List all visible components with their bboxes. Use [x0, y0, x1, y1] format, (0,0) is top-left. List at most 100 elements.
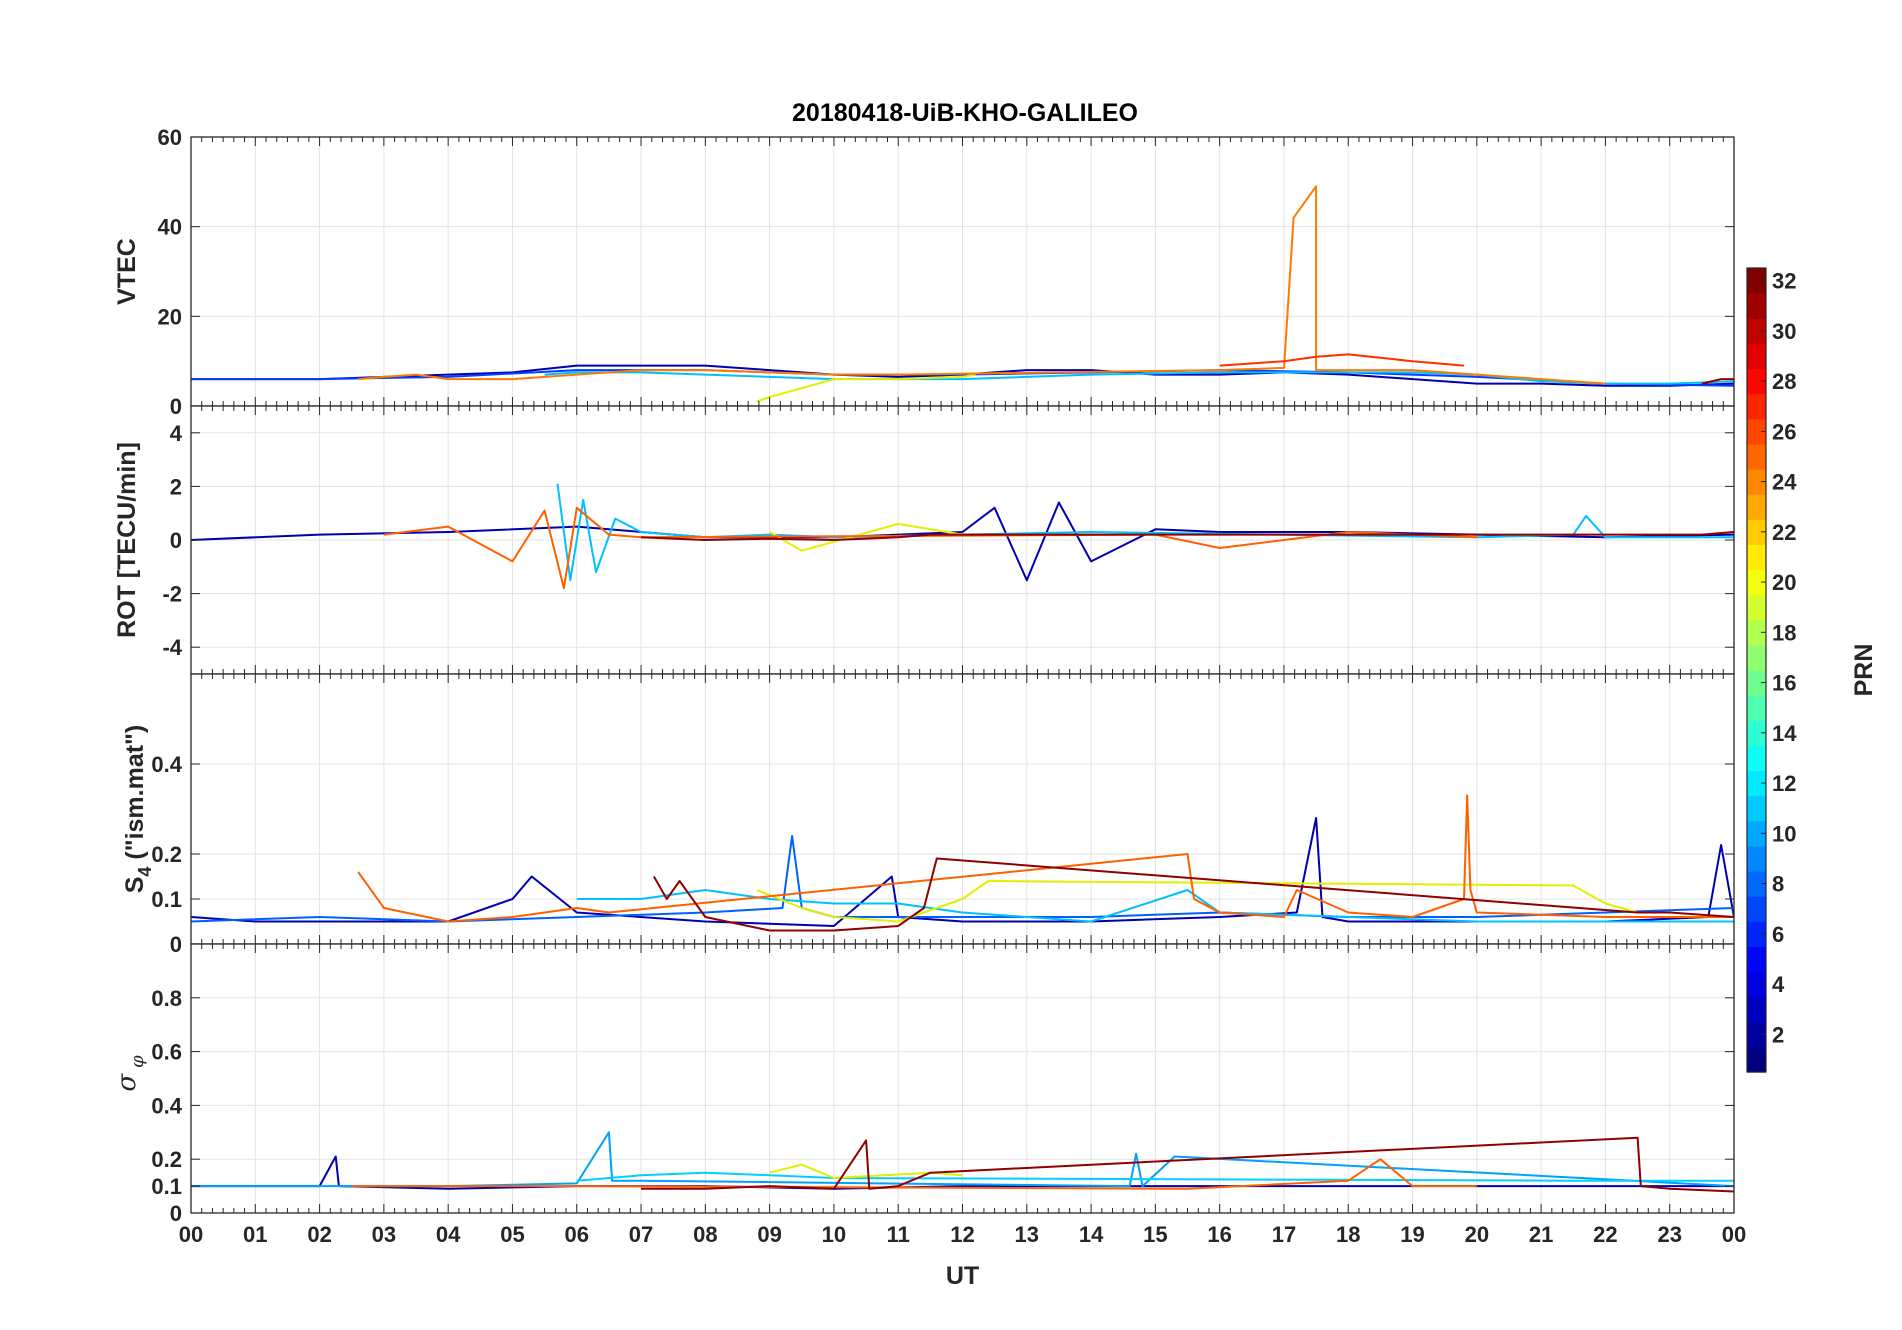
- colorbar-tick-label: 28: [1772, 369, 1796, 394]
- y-tick-label: 0.1: [151, 1174, 182, 1199]
- colorbar-segment: [1747, 594, 1766, 621]
- y-tick-label: 60: [158, 125, 182, 150]
- colorbar-tick-label: 18: [1772, 620, 1796, 645]
- colorbar-tick-label: 20: [1772, 570, 1796, 595]
- colorbar-segment: [1747, 293, 1766, 319]
- colorbar-tick-label: 22: [1772, 520, 1796, 545]
- panel-rot: -4 -2 0 2 4 ROT [TECU/min]: [113, 405, 1735, 675]
- colorbar-segment: [1747, 896, 1766, 922]
- x-tick-label: 00: [1722, 1222, 1746, 1247]
- colorbar-segment: [1747, 871, 1766, 897]
- x-tick-label: 02: [307, 1222, 331, 1247]
- x-tick-label: 15: [1143, 1222, 1167, 1247]
- y-tick-label: 0.4: [151, 752, 182, 777]
- colorbar-segment: [1747, 720, 1766, 746]
- colorbar-segment: [1747, 670, 1766, 696]
- x-tick-label: 05: [500, 1222, 524, 1247]
- colorbar-segment: [1747, 1021, 1766, 1048]
- series-line-prn-24: [383, 506, 1477, 590]
- colorbar-tick-label: 6: [1772, 922, 1784, 947]
- x-tick-label: 00: [179, 1222, 203, 1247]
- y-tick-label: 40: [158, 215, 182, 240]
- x-tick-label: 01: [243, 1222, 267, 1247]
- colorbar-frame: [1746, 267, 1767, 1073]
- x-tick-label: 09: [757, 1222, 781, 1247]
- colorbar-segment: [1747, 921, 1766, 947]
- colorbar-segment: [1747, 619, 1766, 646]
- x-tick-label: 22: [1593, 1222, 1617, 1247]
- y-tick-label: 4: [170, 421, 183, 446]
- y-tick-label: 2: [170, 474, 182, 499]
- y-axis-label: VTEC: [113, 238, 141, 305]
- panel-s4: 0 0.1 0.2 0.4S4 ("ism.mat"): [121, 673, 1735, 957]
- panel-sigma_phi: 00.10.2 0.4 0.6 0.8 σφ: [112, 943, 1735, 1226]
- colorbar-segment: [1747, 443, 1766, 470]
- x-tick-label: 03: [372, 1222, 396, 1247]
- x-tick-label: 06: [565, 1222, 589, 1247]
- colorbar-segment: [1747, 695, 1766, 721]
- colorbar-segment: [1747, 519, 1766, 545]
- colorbar-segment: [1747, 745, 1766, 772]
- x-tick-label: 07: [629, 1222, 653, 1247]
- y-tick-label: 0.1: [151, 887, 182, 912]
- colorbar-segment: [1747, 971, 1766, 998]
- y-tick-label: 0.6: [151, 1040, 182, 1065]
- x-tick-label: 11: [887, 1222, 910, 1247]
- x-tick-label: 13: [1015, 1222, 1039, 1247]
- panel-vtec: 0 20 40 60 VTEC: [113, 125, 1735, 419]
- series-line-prn-31: [653, 857, 1734, 932]
- y-tick-label: -4: [162, 635, 182, 660]
- colorbar-segment: [1747, 368, 1766, 395]
- series-line-prn-31: [1701, 378, 1734, 385]
- series-line-prn-20: [769, 522, 963, 552]
- series-line-prn-31: [640, 531, 1734, 541]
- series-line-prn-20: [756, 880, 1638, 923]
- series-line-prn-11: [576, 889, 1734, 923]
- axes-frame: [190, 943, 1735, 1214]
- colorbar-segment: [1747, 644, 1766, 671]
- x-tick-label: 10: [822, 1222, 846, 1247]
- y-tick-label: 0.8: [151, 986, 182, 1011]
- colorbar-segment: [1747, 544, 1766, 571]
- colorbar-segment: [1747, 996, 1766, 1023]
- colorbar-segment: [1747, 393, 1766, 420]
- y-tick-label: 0: [170, 528, 182, 553]
- series-group: [191, 794, 1734, 932]
- colorbar-tick-label: 14: [1772, 721, 1797, 746]
- y-tick-label: 0: [170, 1201, 182, 1226]
- series-line-prn-20: [769, 1163, 963, 1179]
- series-line-prn-24: [351, 1158, 1477, 1190]
- x-tick-label: 20: [1465, 1222, 1489, 1247]
- series-line-prn-24: [357, 794, 1734, 923]
- x-tick-label: 18: [1336, 1222, 1360, 1247]
- y-tick-label: 0.2: [151, 1147, 182, 1172]
- x-axis-label: UT: [946, 1262, 979, 1290]
- colorbar-segment: [1747, 1046, 1766, 1073]
- x-tick-label: 04: [436, 1222, 461, 1247]
- series-line-prn-11: [576, 1171, 1734, 1182]
- y-axis-label: σφ: [112, 1055, 148, 1092]
- colorbar-segment: [1747, 343, 1766, 370]
- series-group: [191, 1131, 1734, 1193]
- colorbar-segment: [1747, 845, 1766, 872]
- colorbar-segment: [1747, 494, 1766, 520]
- y-tick-label: 0.4: [151, 1093, 182, 1118]
- y-tick-label: 0.2: [151, 842, 182, 867]
- x-tick-label: 23: [1657, 1222, 1681, 1247]
- y-tick-label: 20: [158, 304, 182, 329]
- colorbar-segment: [1747, 418, 1766, 445]
- y-axis-label: S4 ("ism.mat"): [121, 725, 155, 894]
- colorbar-segment: [1747, 469, 1766, 495]
- colorbar-tick-label: 26: [1772, 419, 1796, 444]
- y-tick-label: 0: [170, 932, 182, 957]
- series-line-prn-24: [358, 185, 1606, 385]
- colorbar-tick-label: 16: [1772, 671, 1796, 696]
- x-tick-label: 08: [693, 1222, 717, 1247]
- x-tick-label: 21: [1529, 1222, 1553, 1247]
- series-group: [191, 185, 1734, 403]
- colorbar-segment: [1747, 770, 1766, 797]
- colorbar-label: PRN: [1850, 644, 1878, 697]
- x-tick-label: 16: [1207, 1222, 1231, 1247]
- colorbar-tick-label: 12: [1772, 771, 1796, 796]
